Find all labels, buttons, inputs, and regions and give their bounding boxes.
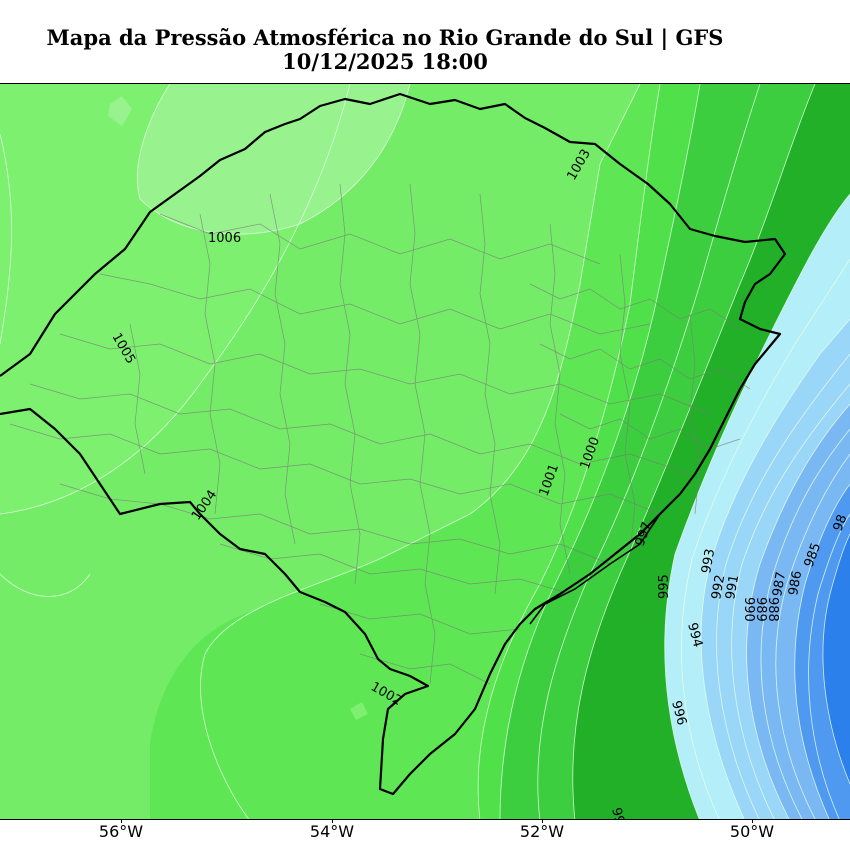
isobar-988 [775, 453, 850, 819]
isobar-986 [808, 513, 850, 819]
pressure-map: 1006 1005 1004 1003 1002 1001 1000 997 9… [0, 83, 850, 820]
isobar-987 [794, 483, 850, 819]
xtick-mark-52 [542, 819, 543, 823]
isobar-992 [716, 353, 850, 819]
label-990: 990 [741, 597, 756, 622]
isobar-997 [572, 84, 816, 819]
pressure-patch-small [350, 702, 368, 720]
isobar-985 [822, 533, 850, 785]
label-993: 993 [699, 548, 718, 575]
pressure-patch-1006-small [108, 96, 132, 126]
label-988: 988 [765, 597, 780, 622]
xtick-label-56w: 56°W [98, 822, 144, 841]
isobar-993 [700, 318, 850, 819]
isobar-1000 [499, 84, 701, 819]
coastline [529, 513, 661, 625]
state-border [0, 92, 787, 796]
xtick-mark-54 [332, 819, 333, 823]
municipal-boundaries [9, 183, 751, 685]
isobar-991 [731, 383, 850, 819]
xtick-mark-56 [121, 819, 122, 823]
isobar-left [0, 133, 12, 345]
isobar-1004 [200, 84, 641, 819]
isobar-995 [664, 193, 850, 819]
xtick-label-54w: 54°W [309, 822, 355, 841]
label-986: 986 [786, 570, 805, 597]
label-992: 992 [709, 574, 728, 601]
xtick-mark-50 [752, 819, 753, 823]
xtick-label-50w: 50°W [729, 822, 775, 841]
label-996: 996 [668, 699, 689, 727]
isobar-left-bottom [0, 573, 91, 597]
label-1006: 1006 [208, 231, 241, 246]
label-989: 989 [753, 597, 768, 622]
label-987: 987 [770, 571, 789, 598]
isobar-1006 [136, 84, 411, 235]
pressure-map-svg: 1006 1005 1004 1003 1002 1001 1000 997 9… [0, 84, 850, 820]
isobar-1001 [477, 84, 661, 819]
isobar-999 [537, 84, 761, 819]
isobar-989 [760, 428, 850, 819]
label-995: 995 [657, 574, 672, 599]
isobar-lines [0, 84, 850, 819]
label-99-bottom: 99 [608, 806, 627, 820]
map-title: Mapa da Pressão Atmosférica no Rio Grand… [0, 26, 770, 74]
map-title-line1: Mapa da Pressão Atmosférica no Rio Grand… [46, 25, 724, 50]
xtick-label-52w: 52°W [519, 822, 565, 841]
isobar-994 [681, 258, 850, 819]
label-991: 991 [723, 574, 742, 601]
label-98-edge: 98 [831, 513, 850, 534]
isobar-990 [746, 403, 850, 819]
label-994: 994 [684, 621, 705, 649]
isobar-1005 [0, 84, 351, 515]
map-title-line2: 10/12/2025 18:00 [282, 49, 488, 74]
